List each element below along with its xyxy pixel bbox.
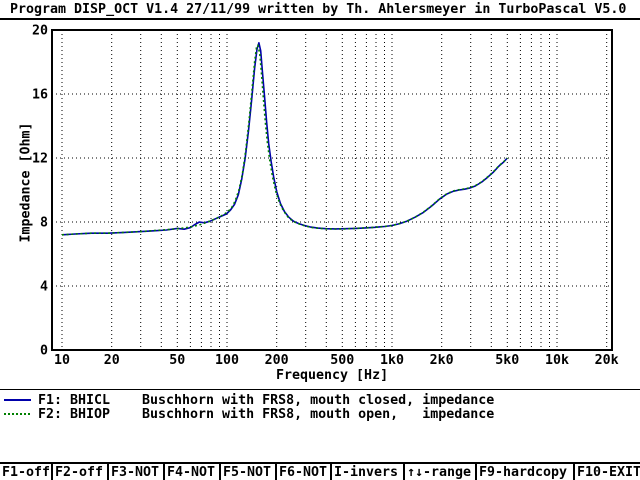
menu-item-i-invers[interactable]: I-invers [330, 464, 403, 480]
menu-item-f9-hardcopy[interactable]: F9-hardcopy [475, 464, 573, 480]
menu-item-f1-off[interactable]: F1-off [2, 465, 51, 480]
legend-key-f1: F1: BHICL [38, 393, 111, 408]
legend-separator [0, 389, 640, 390]
x-tick-label: 10k [545, 353, 569, 368]
x-tick-label: 5k0 [495, 353, 519, 368]
menu-item-f4-not[interactable]: F4-NOT [163, 464, 219, 480]
x-tick-label: 2k0 [430, 353, 454, 368]
impedance-chart: 10 20 50 100 200 500 1k0 2k0 5k0 10k 20k 0 4 8 12 16 20 [32, 24, 619, 369]
function-key-bar: F1-off F2-off F3-NOT F4-NOT F5-NOT F6-NOT I-in… [0, 462, 640, 480]
curve-f2 [61, 44, 508, 236]
legend-key-f2: F2: BHIOP [38, 407, 111, 422]
y-tick-label: 20 [32, 24, 48, 39]
menu-item-f3-not[interactable]: F3-NOT [107, 464, 163, 480]
title-bar: Program DISP_OCT V1.4 27/11/99 written b… [10, 2, 627, 17]
x-tick-label: 1k0 [380, 353, 404, 368]
y-tick-label: 4 [40, 280, 48, 295]
x-axis-label: Frequency [Hz] [276, 368, 389, 383]
legend-desc-f1: Buschhorn with FRS8, mouth closed, imped… [142, 393, 495, 408]
y-axis-label: Impedance [Ohm] [18, 122, 34, 243]
x-tick-label: 200 [265, 353, 289, 368]
y-tick-label: 0 [40, 344, 48, 359]
legend-row-f1: F1: BHICL Buschhorn with FRS8, mouth clo… [0, 393, 640, 408]
y-tick-label: 12 [32, 152, 48, 167]
title-underline [0, 18, 640, 20]
plot-frame [51, 29, 613, 351]
x-tick-label: 10 [54, 353, 70, 368]
x-tick-label: 500 [330, 353, 354, 368]
x-tick-label: 20k [595, 353, 619, 368]
menu-item-f2-off[interactable]: F2-off [51, 464, 107, 480]
legend-swatch-f2-dotted-line [4, 413, 31, 415]
x-tick-label: 20 [104, 353, 120, 368]
menu-item-f6-not[interactable]: F6-NOT [275, 464, 330, 480]
y-tick-label: 16 [32, 88, 48, 103]
curve-f1 [61, 41, 508, 236]
y-tick-label: 8 [40, 216, 48, 231]
x-tick-label: 100 [215, 353, 239, 368]
legend-desc-f2: Buschhorn with FRS8, mouth open, impedan… [142, 407, 495, 422]
legend-swatch-f1-solid-line [4, 399, 31, 401]
x-tick-label: 50 [169, 353, 185, 368]
menu-item-f10-exit[interactable]: F10-EXIT [573, 464, 640, 480]
menu-item-f5-not[interactable]: F5-NOT [219, 464, 275, 480]
menu-item--range[interactable]: ↑↓-range [403, 464, 475, 480]
legend-row-f2: F2: BHIOP Buschhorn with FRS8, mouth ope… [0, 407, 640, 422]
